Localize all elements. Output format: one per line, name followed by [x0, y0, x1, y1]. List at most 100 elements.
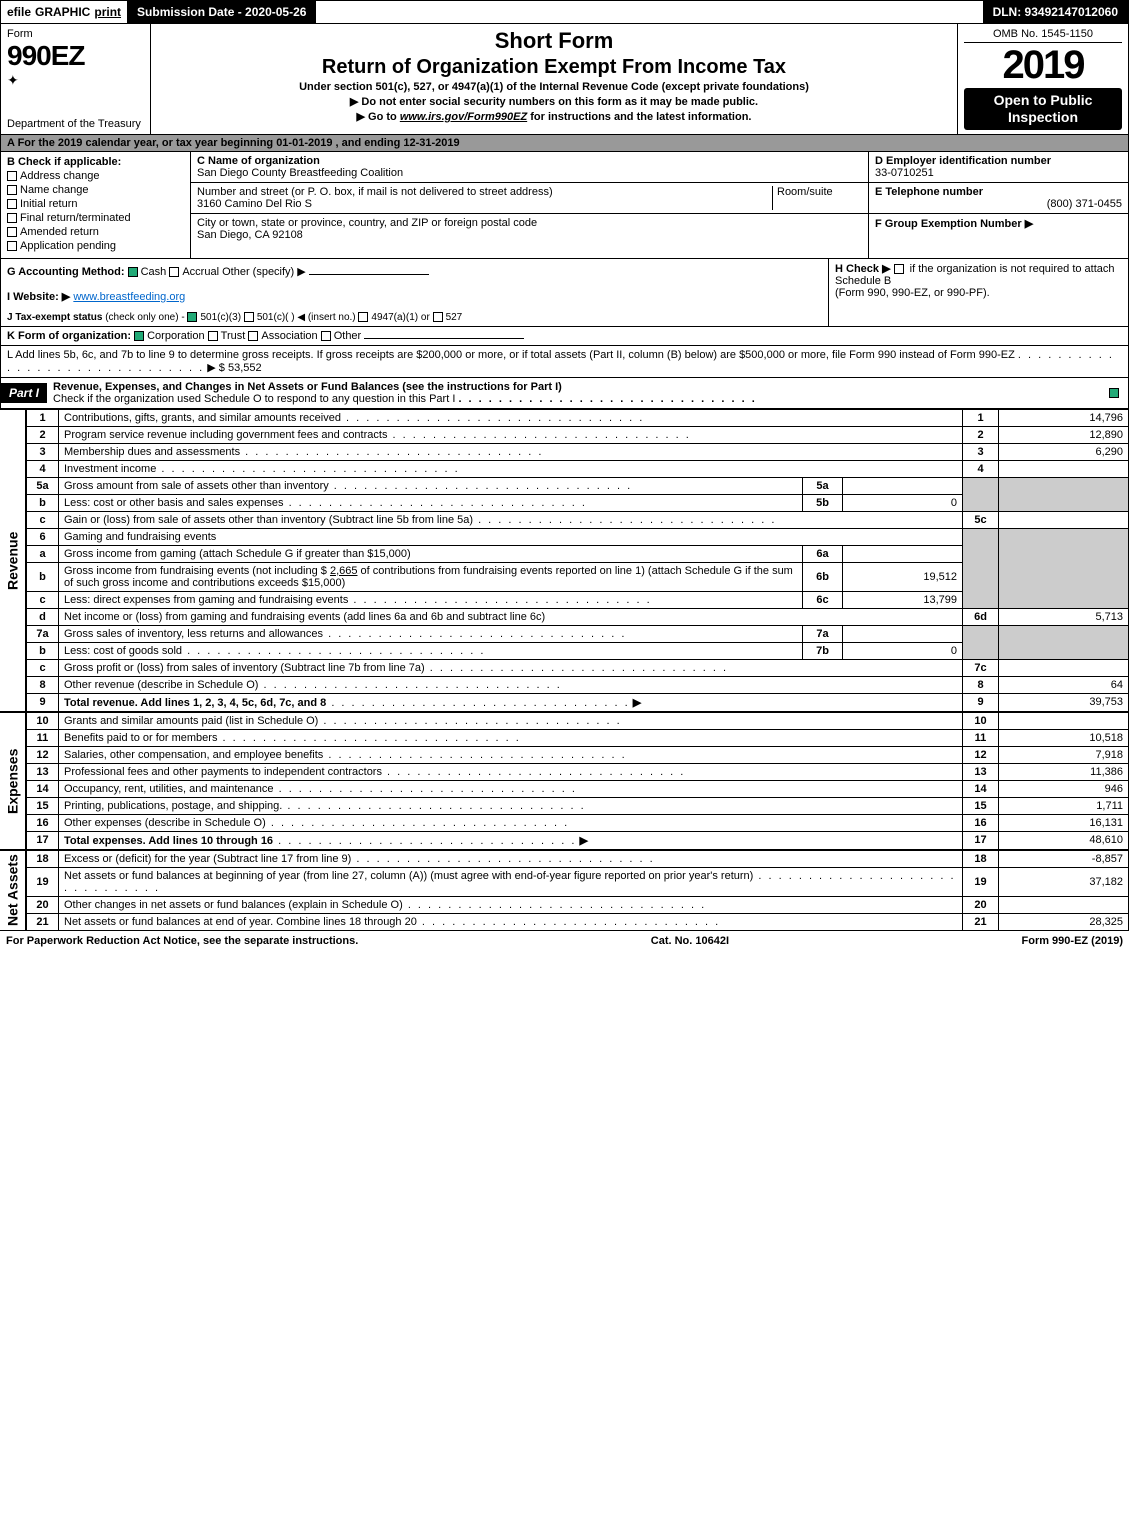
checkbox-501c3[interactable] [187, 312, 197, 322]
checkbox-initial-return[interactable] [7, 199, 17, 209]
street-label: Number and street (or P. O. box, if mail… [197, 186, 553, 198]
amt-14: 946 [999, 780, 1129, 797]
website-link[interactable]: www.breastfeeding.org [73, 291, 185, 303]
phone-label: E Telephone number [875, 186, 983, 198]
part1-label: Part I [1, 383, 47, 403]
department-label: Department of the Treasury [7, 118, 144, 130]
label-association: Association [261, 330, 317, 342]
omb-number: OMB No. 1545-1150 [964, 28, 1122, 43]
print-link[interactable]: print [94, 5, 121, 19]
amt-1: 14,796 [999, 409, 1129, 426]
label-accrual: Accrual [182, 266, 219, 278]
l-text: L Add lines 5b, 6c, and 7b to line 9 to … [7, 349, 1015, 361]
amt-9: 39,753 [999, 693, 1129, 711]
checkbox-name-change[interactable] [7, 185, 17, 195]
open-to-public: Open to Public Inspection [964, 88, 1122, 130]
amt-21: 28,325 [999, 913, 1129, 930]
accounting-label: G Accounting Method: [7, 266, 125, 278]
line-20: 20Other changes in net assets or fund ba… [27, 896, 1129, 913]
dln: DLN: 93492147012060 [983, 1, 1128, 23]
amt-13: 11,386 [999, 763, 1129, 780]
other-org-input[interactable] [364, 338, 524, 339]
form-title-main: Return of Organization Exempt From Incom… [157, 56, 951, 79]
tax-year: 2019 [964, 43, 1122, 88]
amt-4 [999, 460, 1129, 477]
org-name-label: C Name of organization [197, 155, 320, 167]
amt-2: 12,890 [999, 426, 1129, 443]
graphic-label[interactable]: GRAPHIC [35, 5, 90, 19]
line-16: 16Other expenses (describe in Schedule O… [27, 814, 1129, 831]
line-11: 11Benefits paid to or for members1110,51… [27, 729, 1129, 746]
tax-exempt-label: J Tax-exempt status [7, 312, 102, 323]
subval-5b: 0 [843, 494, 963, 511]
checkbox-amended-return[interactable] [7, 227, 17, 237]
room-label: Room/suite [777, 186, 833, 198]
amt-12: 7,918 [999, 746, 1129, 763]
checkbox-other-org[interactable] [321, 331, 331, 341]
form-title-short: Short Form [157, 28, 951, 54]
sidelabel-expenses: Expenses [0, 712, 26, 850]
label-final-return: Final return/terminated [20, 212, 131, 224]
checkbox-cash[interactable] [128, 267, 138, 277]
goto-suffix: for instructions and the latest informat… [530, 111, 751, 123]
checkbox-association[interactable] [248, 331, 258, 341]
checkbox-application-pending[interactable] [7, 241, 17, 251]
label-trust: Trust [221, 330, 246, 342]
line-17: 17Total expenses. Add lines 10 through 1… [27, 831, 1129, 849]
checkbox-trust[interactable] [208, 331, 218, 341]
l-amount: 53,552 [228, 362, 262, 374]
section-def: D Employer identification number 33-0710… [868, 152, 1128, 258]
line-19: 19Net assets or fund balances at beginni… [27, 867, 1129, 896]
section-c: C Name of organization San Diego County … [191, 152, 868, 258]
h-text3: (Form 990, 990-EZ, or 990-PF). [835, 287, 990, 299]
footer-formref: Form 990-EZ (2019) [1022, 935, 1123, 947]
section-a-tax-year: A For the 2019 calendar year, or tax yea… [0, 135, 1129, 152]
topbar: efile GRAPHIC print Submission Date - 20… [0, 0, 1129, 24]
checkbox-corporation[interactable] [134, 331, 144, 341]
amt-17: 48,610 [999, 831, 1129, 849]
label-amended-return: Amended return [20, 226, 99, 238]
checkbox-address-change[interactable] [7, 171, 17, 181]
street-value: 3160 Camino Del Rio S [197, 198, 312, 210]
checkbox-schedule-o-part1[interactable] [1109, 388, 1119, 398]
line-7a: 7aGross sales of inventory, less returns… [27, 625, 1129, 642]
k-label: K Form of organization: [7, 330, 131, 342]
checkbox-schedule-b-not-required[interactable] [894, 264, 904, 274]
group-exemption-label: F Group Exemption Number ▶ [875, 218, 1033, 230]
checkbox-final-return[interactable] [7, 213, 17, 223]
amt-16: 16,131 [999, 814, 1129, 831]
checkbox-accrual[interactable] [169, 267, 179, 277]
city-value: San Diego, CA 92108 [197, 229, 303, 241]
label-other-method: Other (specify) ▶ [222, 266, 306, 278]
other-method-input[interactable] [309, 274, 429, 275]
irs-eagle-icon: ✦ [7, 72, 144, 89]
line-2: 2Program service revenue including gover… [27, 426, 1129, 443]
line-13: 13Professional fees and other payments t… [27, 763, 1129, 780]
form-subtitle-2: ▶ Do not enter social security numbers o… [157, 95, 951, 108]
label-application-pending: Application pending [20, 240, 116, 252]
irs-link[interactable]: www.irs.gov/Form990EZ [400, 111, 527, 123]
line-6d: dNet income or (loss) from gaming and fu… [27, 608, 1129, 625]
header-center: Short Form Return of Organization Exempt… [151, 24, 958, 134]
tax-exempt-hint: (check only one) - [105, 312, 184, 323]
checkbox-527[interactable] [433, 312, 443, 322]
label-name-change: Name change [20, 184, 89, 196]
info-block: B Check if applicable: Address change Na… [0, 152, 1129, 259]
checkbox-501c[interactable] [244, 312, 254, 322]
checkbox-4947[interactable] [358, 312, 368, 322]
phone-value: (800) 371-0455 [1047, 198, 1122, 210]
line-10: 10Grants and similar amounts paid (list … [27, 712, 1129, 729]
line-8: 8Other revenue (describe in Schedule O)8… [27, 676, 1129, 693]
l-amount-prefix: ▶ $ [207, 362, 225, 374]
line-6: 6Gaming and fundraising events [27, 528, 1129, 545]
label-4947: 4947(a)(1) or [371, 312, 429, 323]
amt-11: 10,518 [999, 729, 1129, 746]
label-cash: Cash [141, 266, 167, 278]
website-label: I Website: ▶ [7, 291, 70, 303]
section-h: H Check ▶ if the organization is not req… [828, 259, 1128, 326]
label-other-org: Other [334, 330, 362, 342]
section-k: K Form of organization: Corporation Trus… [0, 327, 1129, 346]
label-527: 527 [446, 312, 463, 323]
footer-paperwork: For Paperwork Reduction Act Notice, see … [6, 935, 358, 947]
line-3: 3Membership dues and assessments36,290 [27, 443, 1129, 460]
